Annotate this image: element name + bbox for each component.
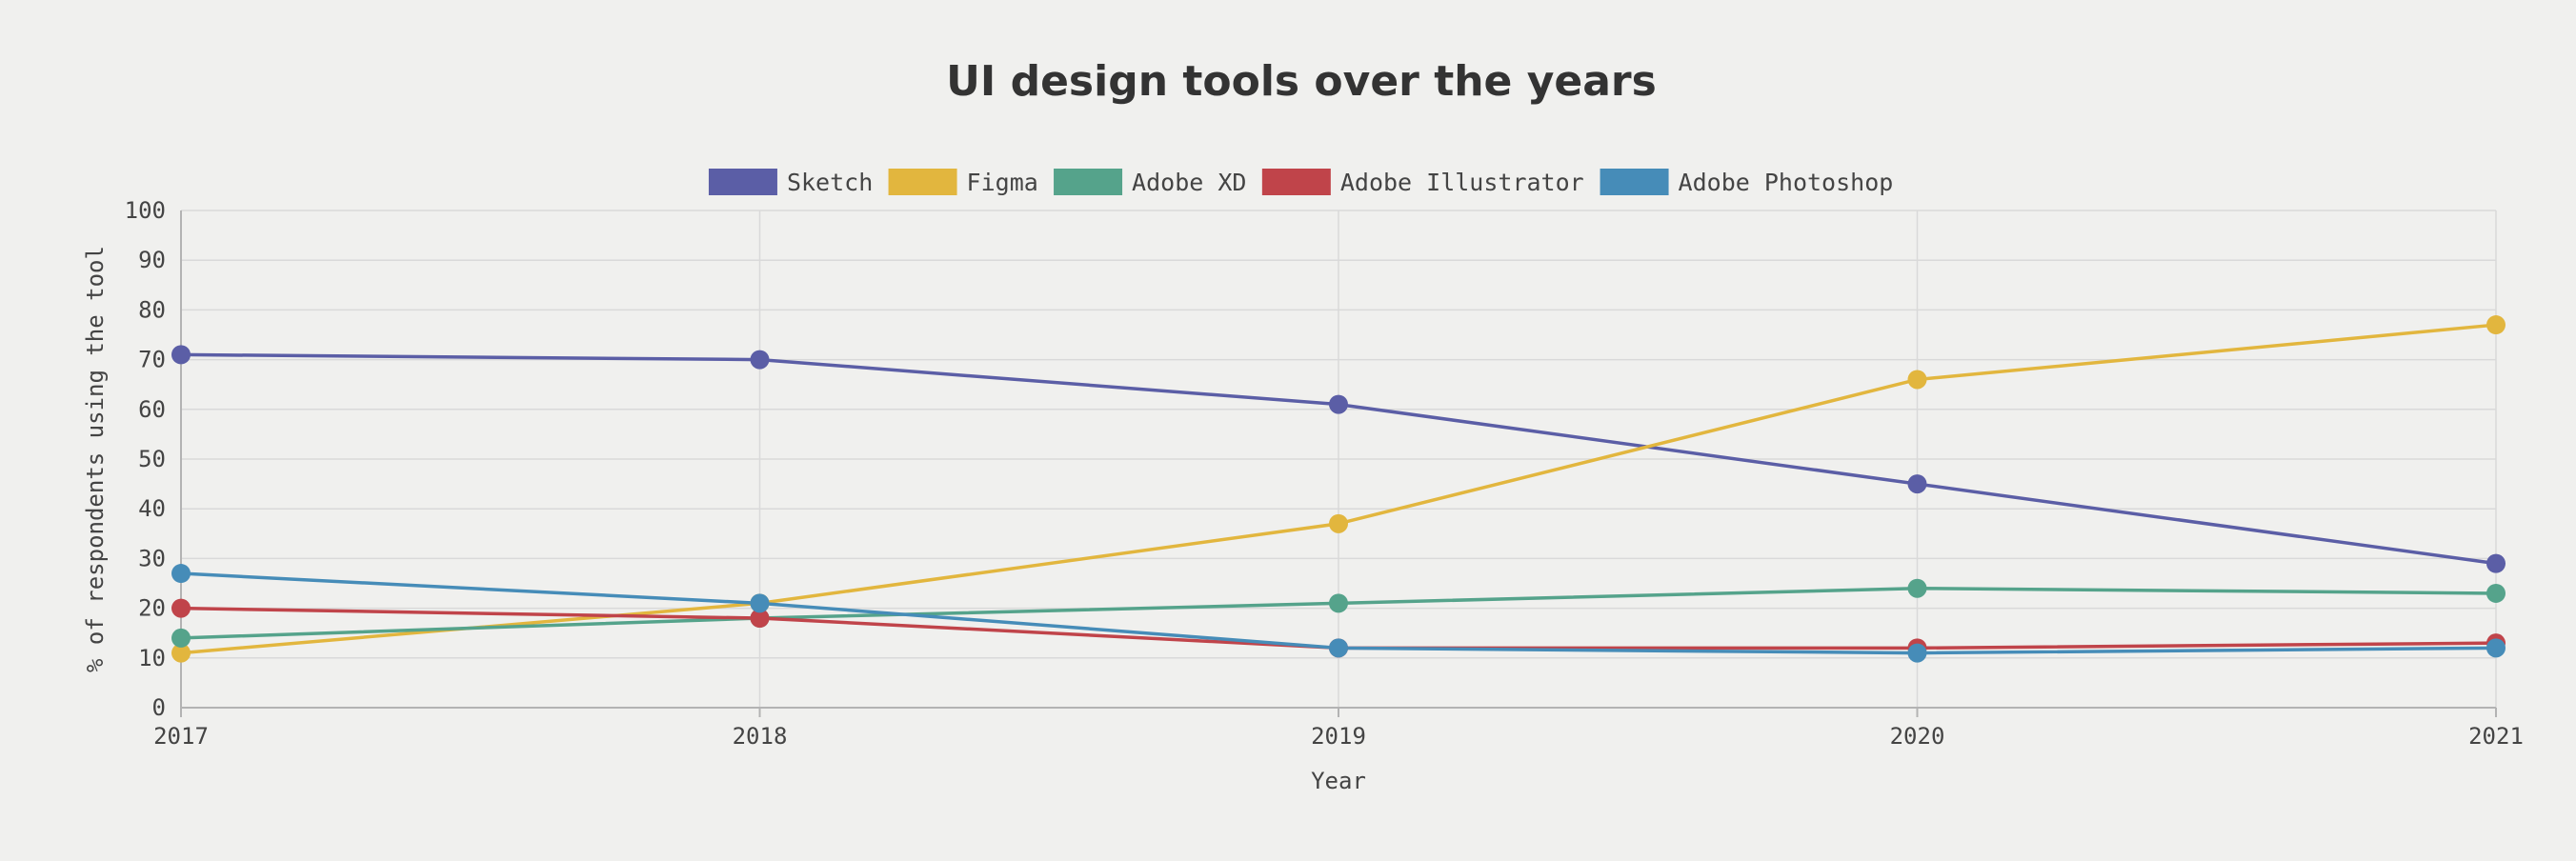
y-tick-label: 80 [138,296,166,323]
data-point-sketch[interactable]: Sketch 2017: 71 [171,345,191,365]
data-point-adobe-xd[interactable]: Adobe XD 2021: 23 [2486,583,2506,603]
legend: Sketch Figma Adobe XD Adobe Illustrator Adob… [708,169,1894,196]
legend-item-figma[interactable]: Figma [888,169,1038,196]
data-point-adobe-photoshop[interactable]: Adobe Photoshop 2021: 12 [2486,638,2506,658]
data-point-adobe-illustrator[interactable]: Adobe Illustrator 2017: 20 [171,598,191,618]
data-point-sketch[interactable]: Sketch 2021: 29 [2486,553,2506,573]
data-point-adobe-photoshop[interactable]: Adobe Photoshop 2020: 11 [1907,643,1927,663]
data-point-sketch[interactable]: Sketch 2020: 45 [1907,474,1927,494]
grid [181,210,2497,708]
y-tick-label: 50 [138,446,166,472]
y-tick-label: 70 [138,347,166,373]
data-point-adobe-xd[interactable]: Adobe XD 2017: 14 [171,628,191,648]
data-point-sketch[interactable]: Sketch 2019: 61 [1329,394,1348,414]
y-tick-label: 20 [138,595,166,622]
data-point-figma[interactable]: Figma 2021: 77 [2486,315,2506,335]
data-point-figma[interactable]: Figma 2017: 11 [171,643,191,663]
x-tick-label: 2018 [733,723,788,750]
y-tick-label: 30 [138,545,166,571]
data-point-adobe-xd[interactable]: Adobe XD 2020: 24 [1907,578,1927,598]
chart-title: UI design tools over the years [946,57,1657,106]
data-point-adobe-xd[interactable]: Adobe XD 2019: 21 [1329,593,1348,613]
y-tick-label: 60 [138,396,166,423]
data-point-figma[interactable]: Figma 2020: 66 [1907,370,1927,390]
legend-swatch [1261,169,1331,195]
x-tick-label: 2019 [1311,723,1366,750]
legend-label: Adobe XD [1132,169,1246,196]
series-points: Sketch 2017: 71 Sketch 2018: 70 Sketch 201… [171,315,2506,663]
y-axis-title: % of respondents using the tool [82,246,109,672]
legend-item-sketch[interactable]: Sketch [708,169,873,196]
y-tick-label: 90 [138,247,166,273]
legend-item-adobe-xd[interactable]: Adobe XD [1054,169,1246,196]
axes [180,210,2497,717]
y-tick-label: 0 [152,694,166,721]
legend-label: Adobe Photoshop [1679,169,1894,196]
y-axis-ticks: 0 10 20 30 40 50 60 70 80 90 100 [125,197,166,721]
legend-swatch [1054,169,1123,195]
x-tick-label: 2020 [1890,723,1945,750]
x-axis-ticks: 2017 2018 2019 2020 2021 [153,723,2524,750]
legend-label: Figma [967,169,1038,196]
data-point-adobe-photoshop[interactable]: Adobe Photoshop 2018: 21 [750,593,770,613]
x-axis-title: Year [1311,768,1366,794]
legend-swatch [888,169,957,195]
data-point-figma[interactable]: Figma 2019: 37 [1329,513,1348,533]
x-tick-label: 2021 [2468,723,2524,750]
data-point-adobe-photoshop[interactable]: Adobe Photoshop 2019: 12 [1329,638,1348,658]
legend-swatch [1600,169,1669,195]
y-tick-label: 100 [125,197,166,224]
legend-label: Adobe Illustrator [1340,169,1584,196]
y-tick-label: 40 [138,495,166,522]
legend-item-adobe-illustrator[interactable]: Adobe Illustrator [1261,169,1584,196]
y-tick-label: 10 [138,645,166,671]
data-point-adobe-photoshop[interactable]: Adobe Photoshop 2017: 27 [171,564,191,584]
data-point-adobe-illustrator[interactable]: Adobe Illustrator 2018: 18 [750,609,770,629]
data-point-sketch[interactable]: Sketch 2018: 70 [750,350,770,370]
x-tick-label: 2017 [153,723,209,750]
legend-swatch [708,169,777,195]
legend-label: Sketch [787,169,873,196]
legend-item-adobe-photoshop[interactable]: Adobe Photoshop [1600,169,1894,196]
